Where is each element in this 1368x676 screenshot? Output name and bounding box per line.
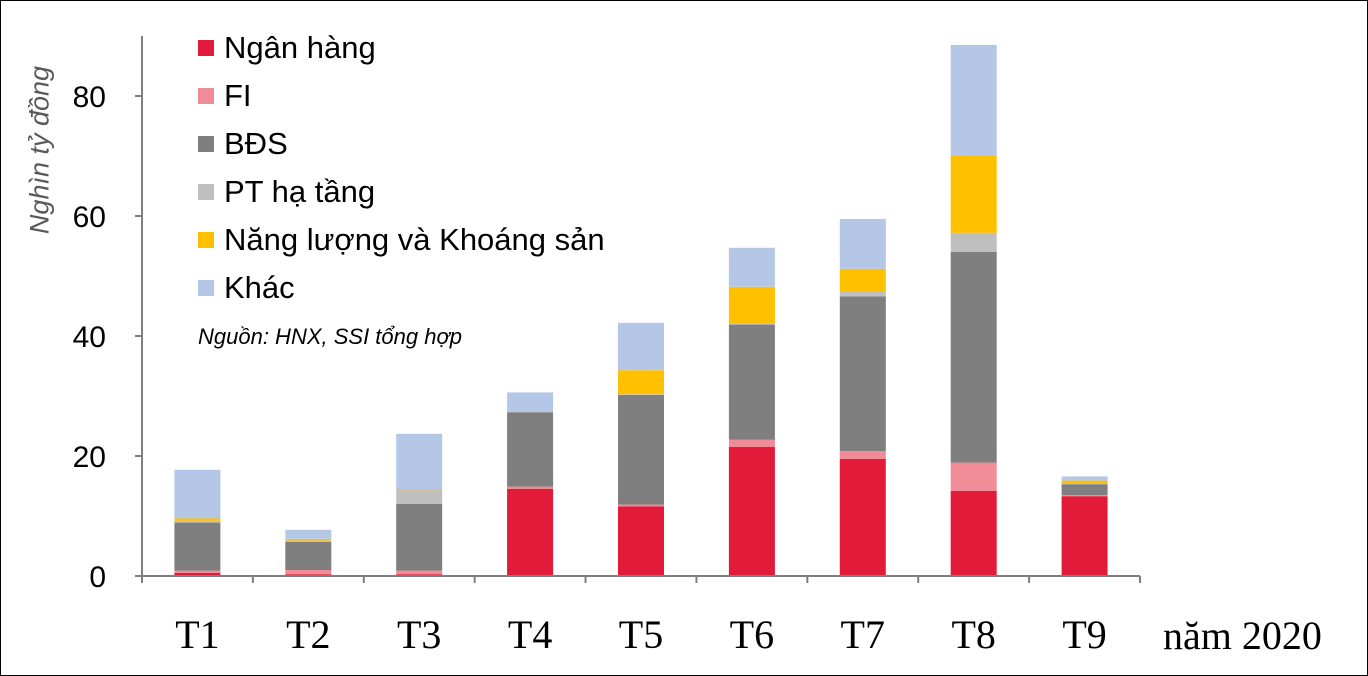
bar-segment-T4-s2 bbox=[507, 412, 554, 487]
legend-swatch bbox=[198, 232, 214, 248]
bar-segment-T5-s4 bbox=[618, 370, 664, 395]
bar-segment-T1-s5 bbox=[174, 469, 221, 519]
bar-segment-T7-s5 bbox=[839, 219, 886, 269]
bar-segment-T3-s1 bbox=[396, 570, 443, 575]
bar-segment-T4-s1 bbox=[507, 486, 554, 489]
y-tick-label: 60 bbox=[73, 201, 106, 234]
x-tick-label: T2 bbox=[286, 612, 330, 657]
bar-segment-T2-s3 bbox=[285, 540, 332, 542]
legend-swatch bbox=[198, 184, 214, 200]
bar-segment-T5-s3 bbox=[618, 394, 664, 395]
bar-segment-T5-s2 bbox=[618, 394, 664, 505]
bar-segment-T3-s3 bbox=[396, 490, 443, 504]
x-tick-label: T9 bbox=[1062, 612, 1106, 657]
bar-segment-T9-s5 bbox=[1061, 476, 1108, 481]
bar-segment-T9-s4 bbox=[1061, 480, 1108, 483]
x-tick-label: T7 bbox=[841, 612, 885, 657]
bar-segment-T7-s1 bbox=[839, 451, 886, 459]
bar-segment-T6-s4 bbox=[728, 286, 775, 324]
bar-segment-T8-s2 bbox=[950, 252, 997, 463]
legend-label: Năng lượng và Khoáng sản bbox=[224, 222, 605, 257]
bar-segment-T2-s1 bbox=[285, 570, 332, 575]
x-axis-unit-label: năm 2020 bbox=[1163, 613, 1322, 658]
x-tick-label: T4 bbox=[508, 612, 552, 657]
bar-segment-T6-s2 bbox=[728, 324, 775, 440]
bar-segment-T1-s0 bbox=[174, 573, 221, 576]
bar-segment-T9-s3 bbox=[1061, 483, 1108, 485]
bar-segment-T9-s1 bbox=[1061, 495, 1108, 497]
legend-swatch bbox=[198, 280, 214, 296]
bar-segment-T3-s4 bbox=[396, 489, 443, 491]
bar-segment-T1-s1 bbox=[174, 570, 221, 573]
bar-segment-T4-s0 bbox=[507, 489, 554, 576]
axes-group: T1 T2 T3 T4 T5 T6 T7 T8 T9 0 20 40 60 80 bbox=[73, 36, 1141, 657]
x-tick-label: T5 bbox=[619, 612, 663, 657]
legend-swatch bbox=[198, 88, 214, 104]
legend-item: BĐS bbox=[198, 120, 605, 168]
x-tick-label: T3 bbox=[397, 612, 441, 657]
bar-segment-T8-s4 bbox=[950, 156, 997, 233]
legend-item: Năng lượng và Khoáng sản bbox=[198, 216, 605, 264]
bar-segment-T8-s3 bbox=[950, 232, 997, 252]
bar-segment-T6-s1 bbox=[728, 439, 775, 447]
legend-label: Khác bbox=[224, 270, 295, 305]
y-tick-label: 0 bbox=[89, 561, 106, 594]
legend-label: FI bbox=[224, 78, 252, 113]
x-tick-label: T8 bbox=[951, 612, 995, 657]
bar-segment-T5-s5 bbox=[618, 322, 664, 371]
legend-label: BĐS bbox=[224, 126, 288, 161]
bar-segment-T1-s2 bbox=[174, 522, 221, 571]
legend-item: FI bbox=[198, 72, 605, 120]
legend-item: Ngân hàng bbox=[198, 24, 605, 72]
bar-segment-T4-s5 bbox=[507, 392, 554, 412]
bars-group bbox=[174, 45, 1108, 576]
legend-item: PT hạ tầng bbox=[198, 168, 605, 216]
source-note: Nguồn: HNX, SSI tổng hợp bbox=[198, 324, 462, 349]
legend-item: Khác bbox=[198, 264, 605, 312]
legend: Ngân hàng FI BĐS PT hạ tầng Năng lượng và Kh… bbox=[198, 24, 605, 312]
y-axis-label: Nghìn tỷ đồng bbox=[24, 65, 55, 235]
x-tick-label: T6 bbox=[730, 612, 774, 657]
bar-segment-T8-s5 bbox=[950, 45, 997, 156]
bar-segment-T7-s4 bbox=[839, 268, 886, 291]
bar-segment-T4-s3 bbox=[507, 411, 554, 413]
bar-segment-T5-s1 bbox=[618, 504, 664, 507]
bar-segment-T6-s5 bbox=[728, 247, 775, 287]
bar-segment-T9-s0 bbox=[1061, 496, 1108, 576]
bar-segment-T7-s0 bbox=[839, 459, 886, 576]
bar-segment-T7-s2 bbox=[839, 296, 886, 452]
legend-label: Ngân hàng bbox=[224, 30, 376, 65]
bar-segment-T8-s1 bbox=[950, 462, 997, 491]
y-tick-label: 80 bbox=[73, 81, 106, 114]
bar-segment-T6-s0 bbox=[728, 447, 775, 576]
x-tick-label: T1 bbox=[175, 612, 219, 657]
y-tick-label: 20 bbox=[73, 441, 106, 474]
bar-segment-T8-s0 bbox=[950, 490, 997, 576]
bar-segment-T3-s2 bbox=[396, 504, 443, 571]
bar-segment-T7-s3 bbox=[839, 291, 886, 297]
legend-swatch bbox=[198, 40, 214, 56]
y-tick-label: 40 bbox=[73, 321, 106, 354]
bar-segment-T2-s2 bbox=[285, 541, 332, 570]
bar-segment-T1-s3 bbox=[174, 520, 221, 523]
bar-segment-T3-s5 bbox=[396, 433, 443, 489]
legend-label: PT hạ tầng bbox=[224, 174, 376, 209]
legend-swatch bbox=[198, 136, 214, 152]
bar-segment-T2-s5 bbox=[285, 529, 332, 539]
bar-segment-T9-s2 bbox=[1061, 484, 1108, 495]
bar-segment-T6-s3 bbox=[728, 323, 775, 325]
bar-segment-T1-s4 bbox=[174, 518, 221, 521]
bar-segment-T5-s0 bbox=[618, 506, 664, 576]
bar-segment-T2-s4 bbox=[285, 538, 332, 541]
